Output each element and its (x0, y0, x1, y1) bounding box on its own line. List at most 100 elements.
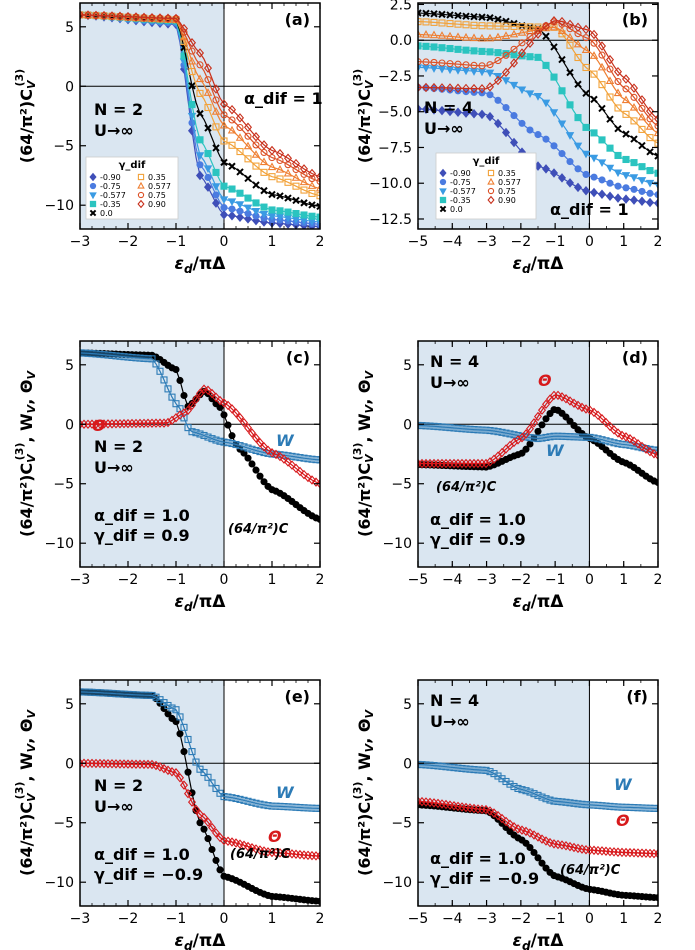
y-tick-label: −5 (391, 816, 412, 832)
data-point (171, 13, 181, 24)
data-point (542, 433, 550, 441)
data-point (252, 799, 260, 807)
data-point (430, 10, 438, 18)
data-point (650, 804, 658, 812)
data-point (300, 454, 308, 462)
data-point (558, 87, 566, 95)
data-point (606, 93, 614, 101)
series-group (418, 760, 658, 902)
data-point (240, 443, 248, 451)
data-point (590, 70, 598, 78)
data-point (621, 432, 631, 442)
data-point (646, 167, 654, 175)
data-point (574, 433, 582, 441)
legend-label: 0.75 (148, 191, 166, 200)
data-point (521, 826, 531, 837)
data-point (589, 154, 599, 163)
data-point (494, 49, 502, 57)
series-line-2 (80, 352, 320, 461)
data-point (622, 184, 630, 192)
legend-marker (439, 168, 447, 178)
data-point (646, 134, 654, 142)
data-point (534, 854, 542, 862)
data-point (132, 354, 140, 362)
data-point (291, 158, 301, 169)
legend-marker (137, 199, 145, 209)
annotation: U→∞ (94, 797, 134, 816)
data-point (430, 43, 438, 51)
data-point (534, 791, 542, 799)
data-point (461, 83, 471, 94)
data-point (220, 182, 228, 190)
data-point (304, 455, 312, 463)
annotation: N = 2 (94, 437, 143, 456)
data-point (418, 18, 422, 26)
x-label-sub: d (184, 600, 193, 614)
data-point (590, 95, 598, 104)
data-point (654, 152, 658, 160)
data-point (574, 165, 582, 173)
legend-label: 0.35 (498, 169, 516, 178)
data-point (621, 95, 631, 104)
data-point (509, 58, 519, 68)
x-tick-label: −2 (511, 911, 532, 927)
data-point (446, 44, 454, 53)
data-point (470, 13, 478, 21)
series-group (80, 10, 320, 229)
data-point (211, 828, 221, 838)
data-point (645, 446, 655, 457)
y-tick-label: −5.0 (378, 105, 412, 121)
data-point (510, 112, 518, 120)
data-point (200, 825, 208, 833)
data-point (470, 426, 478, 434)
data-point (614, 151, 622, 160)
data-point (260, 203, 268, 211)
data-point (653, 114, 658, 124)
data-point (268, 190, 276, 199)
y-tick-label: −10 (44, 536, 74, 552)
x-tick-label: 0 (220, 234, 229, 250)
y-label-sub: V (25, 792, 38, 802)
data-point (485, 69, 495, 78)
data-point (526, 434, 534, 442)
data-point (602, 437, 610, 445)
x-tick-label: 2 (654, 911, 663, 927)
data-point (311, 477, 320, 487)
data-point (236, 442, 244, 450)
y-tick-label: −12.5 (369, 212, 412, 228)
data-point (454, 60, 462, 68)
data-point (506, 780, 514, 788)
data-point (192, 758, 200, 766)
data-point (203, 817, 213, 827)
data-point (292, 165, 300, 174)
data-point (236, 189, 244, 197)
data-point (461, 108, 471, 118)
data-point (558, 798, 566, 806)
data-point (175, 773, 185, 783)
data-point (312, 804, 320, 812)
data-point (614, 440, 622, 448)
data-point (501, 816, 511, 827)
data-point (315, 183, 320, 192)
data-point (570, 421, 578, 430)
data-point (195, 809, 205, 820)
data-point (481, 804, 491, 815)
data-point (646, 189, 654, 197)
data-point (172, 400, 180, 408)
data-point (231, 408, 241, 418)
data-point (195, 74, 205, 83)
data-point (212, 856, 220, 864)
data-point (637, 112, 647, 121)
data-point (605, 76, 615, 85)
data-point (152, 360, 160, 368)
data-point (192, 429, 200, 437)
y-tick-label: −5 (53, 477, 74, 493)
data-point (566, 158, 574, 166)
x-tick-label: −2 (118, 572, 139, 588)
data-point (180, 748, 188, 756)
data-point (522, 787, 530, 795)
data-point (446, 11, 454, 19)
data-point (458, 425, 466, 433)
data-point (243, 214, 253, 224)
annotation: α_dif = 1.0 (94, 506, 190, 525)
